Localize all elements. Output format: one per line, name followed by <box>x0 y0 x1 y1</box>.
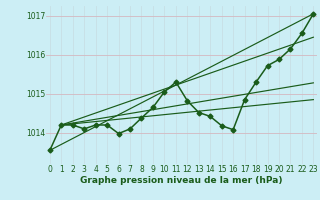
X-axis label: Graphe pression niveau de la mer (hPa): Graphe pression niveau de la mer (hPa) <box>80 176 283 185</box>
